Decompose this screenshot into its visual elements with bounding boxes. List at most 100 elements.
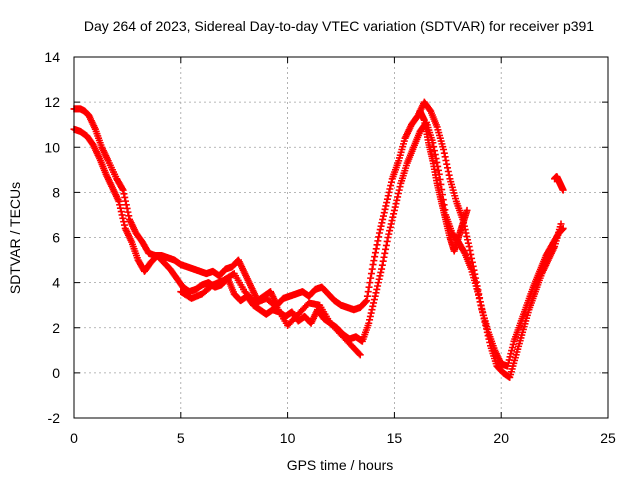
data-point xyxy=(445,171,453,179)
data-point xyxy=(486,338,494,346)
data-point xyxy=(368,306,376,314)
data-point xyxy=(383,237,391,245)
data-point xyxy=(384,234,392,241)
data-point xyxy=(119,186,127,194)
data-point xyxy=(479,308,487,316)
data-point xyxy=(379,215,387,223)
data-point xyxy=(442,157,450,165)
data-point xyxy=(385,230,393,238)
data-point xyxy=(382,202,390,210)
data-point xyxy=(365,283,373,291)
data-point xyxy=(369,261,377,269)
data-point xyxy=(392,200,400,208)
y-tick-label: 12 xyxy=(44,94,60,110)
data-point xyxy=(482,321,490,329)
data-point xyxy=(125,212,133,220)
data-point xyxy=(369,302,377,310)
data-point xyxy=(381,205,389,213)
data-point xyxy=(386,227,394,235)
data-point xyxy=(477,301,485,309)
data-points xyxy=(70,98,567,381)
data-point xyxy=(379,257,387,265)
data-point xyxy=(372,245,380,253)
data-point xyxy=(363,297,371,305)
data-point xyxy=(366,312,374,320)
data-point xyxy=(387,182,395,190)
data-point xyxy=(440,149,448,157)
data-point xyxy=(374,279,382,287)
series-track-a xyxy=(70,98,567,370)
data-point xyxy=(115,197,123,205)
data-point xyxy=(368,265,376,273)
data-point xyxy=(367,274,375,282)
data-point xyxy=(122,201,130,209)
data-point xyxy=(463,232,471,240)
data-point xyxy=(372,289,380,297)
data-point xyxy=(393,196,401,204)
y-tick-label: 10 xyxy=(44,139,60,155)
y-tick-label: 14 xyxy=(44,49,60,65)
data-point xyxy=(376,226,384,234)
data-point xyxy=(373,285,381,293)
data-point xyxy=(485,335,493,343)
data-point xyxy=(122,197,130,205)
data-point xyxy=(440,146,448,154)
data-point xyxy=(483,325,491,333)
data-point xyxy=(362,298,370,306)
data-point xyxy=(375,229,383,237)
data-point xyxy=(371,292,379,300)
data-point xyxy=(476,298,484,306)
data-point xyxy=(117,208,125,216)
y-tick-label: -2 xyxy=(48,410,61,426)
data-point xyxy=(116,204,124,212)
data-point xyxy=(375,233,383,241)
data-point xyxy=(374,237,382,245)
data-point xyxy=(371,253,379,261)
data-point xyxy=(120,190,128,198)
data-point xyxy=(475,294,483,302)
data-point xyxy=(365,319,373,327)
x-tick-label: 15 xyxy=(387,430,403,446)
data-point xyxy=(378,265,386,273)
data-point xyxy=(390,206,398,214)
data-point xyxy=(464,239,472,247)
data-point xyxy=(465,243,473,251)
data-point xyxy=(116,201,124,209)
data-point xyxy=(366,279,374,287)
data-point xyxy=(363,292,371,300)
y-tick-label: 6 xyxy=(52,230,60,246)
data-point xyxy=(396,183,404,191)
data-point xyxy=(367,270,375,278)
data-point xyxy=(121,193,129,201)
data-point xyxy=(364,288,372,296)
data-point xyxy=(443,160,451,168)
data-point xyxy=(387,220,395,228)
data-point xyxy=(394,193,402,201)
data-point xyxy=(388,217,396,225)
data-point xyxy=(366,316,374,324)
data-point xyxy=(481,318,489,326)
y-tick-label: 8 xyxy=(52,184,60,200)
data-point xyxy=(559,186,567,194)
data-point xyxy=(464,236,472,244)
data-point xyxy=(467,250,475,258)
data-point xyxy=(557,220,565,228)
data-point xyxy=(394,190,402,198)
data-point xyxy=(370,296,378,304)
data-point xyxy=(387,178,395,186)
data-point xyxy=(118,185,126,193)
series-track-c xyxy=(177,270,364,359)
data-point xyxy=(380,209,388,217)
data-point xyxy=(430,147,438,155)
data-point xyxy=(379,212,387,220)
x-tick-label: 10 xyxy=(280,430,296,446)
data-point xyxy=(355,350,363,358)
data-point xyxy=(479,311,487,319)
data-point xyxy=(436,175,444,183)
data-point xyxy=(120,221,128,229)
data-point xyxy=(371,249,379,257)
data-point xyxy=(466,246,474,254)
data-point xyxy=(444,168,452,176)
data-point xyxy=(391,203,399,211)
